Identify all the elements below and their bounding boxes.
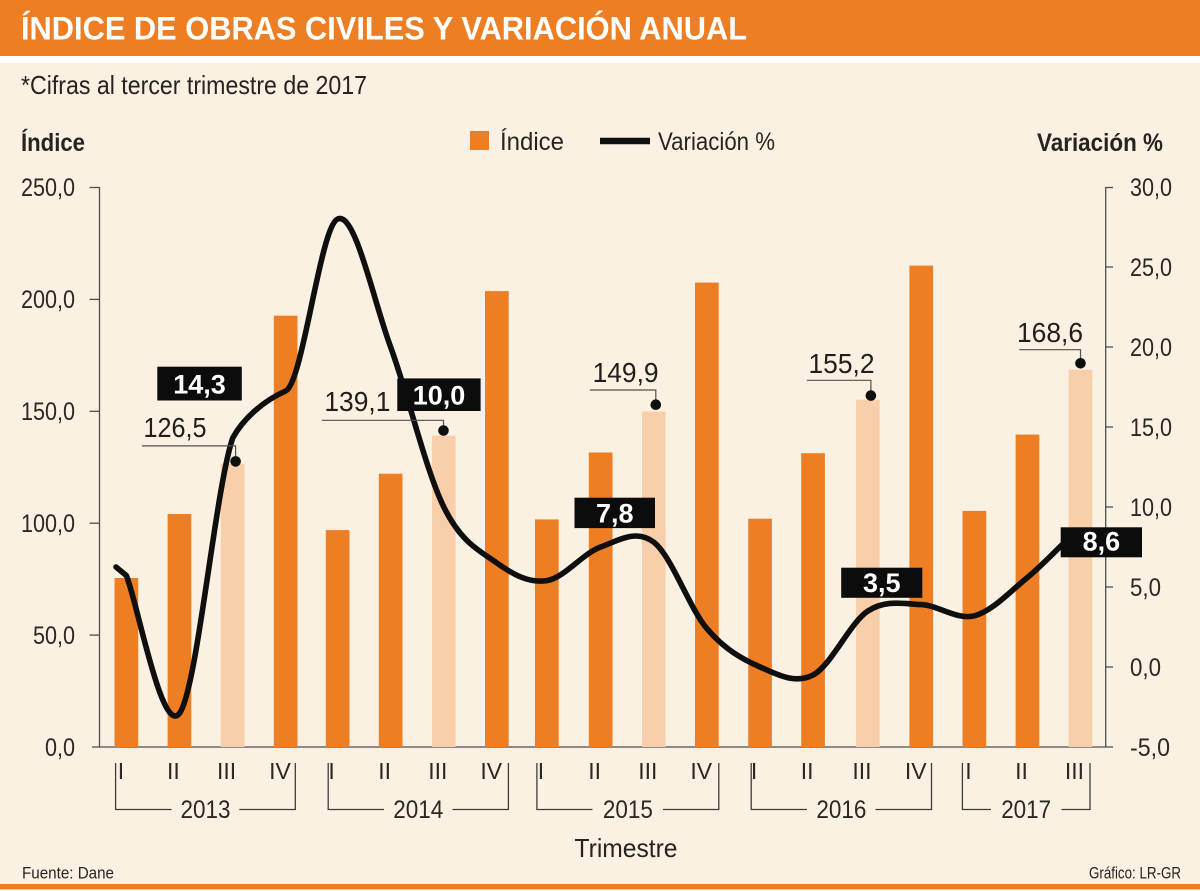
svg-text:3,5: 3,5 [863, 568, 901, 598]
svg-text:-5,0: -5,0 [1130, 734, 1170, 762]
svg-text:Índice: Índice [500, 127, 564, 156]
svg-text:2016: 2016 [816, 796, 866, 824]
svg-text:II: II [588, 758, 601, 784]
svg-text:III: III [217, 758, 236, 784]
svg-text:I: I [751, 758, 757, 784]
svg-text:2015: 2015 [603, 796, 653, 824]
svg-text:*Cifras al tercer trimestre de: *Cifras al tercer trimestre de 2017 [21, 70, 367, 100]
svg-text:2014: 2014 [393, 796, 443, 824]
svg-text:IV: IV [269, 758, 291, 784]
svg-text:155,2: 155,2 [809, 348, 875, 379]
svg-text:0,0: 0,0 [1130, 654, 1161, 682]
svg-text:15,0: 15,0 [1130, 414, 1172, 442]
svg-text:II: II [378, 758, 391, 784]
svg-text:50,0: 50,0 [33, 622, 75, 650]
svg-text:II: II [801, 758, 814, 784]
svg-text:14,3: 14,3 [173, 370, 226, 400]
svg-text:III: III [1065, 758, 1084, 784]
svg-text:III: III [638, 758, 657, 784]
svg-text:25,0: 25,0 [1130, 254, 1172, 282]
svg-text:III: III [852, 758, 871, 784]
svg-text:Fuente: Dane: Fuente: Dane [22, 864, 114, 883]
svg-text:I: I [118, 758, 124, 784]
svg-text:III: III [428, 758, 447, 784]
svg-text:10,0: 10,0 [413, 381, 466, 411]
svg-text:168,6: 168,6 [1017, 317, 1083, 348]
svg-text:8,6: 8,6 [1083, 527, 1121, 557]
svg-text:2017: 2017 [1001, 796, 1051, 824]
svg-text:10,0: 10,0 [1130, 494, 1172, 522]
svg-text:200,0: 200,0 [21, 286, 75, 314]
svg-text:IV: IV [480, 758, 502, 784]
svg-text:30,0: 30,0 [1130, 174, 1172, 202]
svg-text:Variación %: Variación % [1037, 129, 1163, 157]
svg-text:2013: 2013 [181, 796, 231, 824]
svg-text:149,9: 149,9 [593, 357, 659, 388]
svg-text:I: I [538, 758, 544, 784]
svg-text:IV: IV [905, 758, 927, 784]
svg-text:I: I [965, 758, 971, 784]
svg-text:139,1: 139,1 [324, 386, 390, 417]
svg-text:0,0: 0,0 [45, 734, 75, 762]
svg-text:Gráfico: LR-GR: Gráfico: LR-GR [1089, 864, 1181, 883]
svg-text:Índice: Índice [21, 128, 85, 157]
svg-text:100,0: 100,0 [21, 510, 75, 538]
svg-text:II: II [1015, 758, 1028, 784]
svg-text:5,0: 5,0 [1130, 574, 1161, 602]
svg-text:Variación %: Variación % [658, 128, 775, 156]
svg-text:Trimestre: Trimestre [575, 833, 678, 863]
svg-text:II: II [167, 758, 180, 784]
svg-text:I: I [328, 758, 334, 784]
svg-text:126,5: 126,5 [144, 412, 207, 443]
svg-text:150,0: 150,0 [21, 398, 75, 426]
svg-text:250,0: 250,0 [21, 174, 75, 202]
svg-text:20,0: 20,0 [1130, 334, 1172, 362]
svg-text:ÍNDICE DE OBRAS CIVILES Y VARI: ÍNDICE DE OBRAS CIVILES Y VARIACIÓN ANUA… [21, 11, 747, 47]
svg-text:IV: IV [690, 758, 712, 784]
svg-text:7,8: 7,8 [596, 499, 634, 529]
